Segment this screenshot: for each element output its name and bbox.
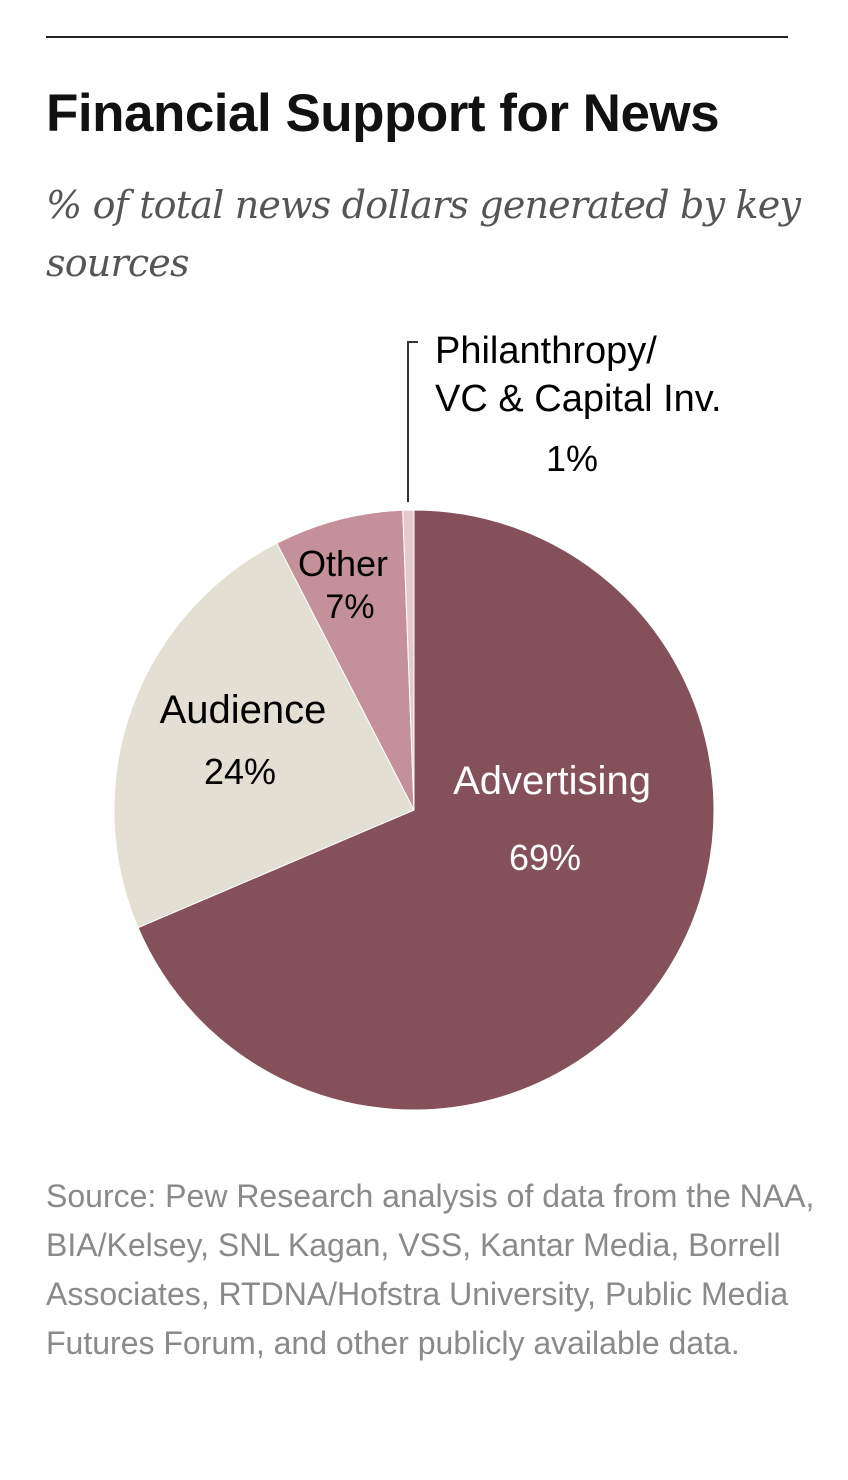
pie-slice-advertising: [137, 509, 715, 1111]
slice-label-advertising: Advertising: [453, 759, 651, 803]
callout-leader-line: [407, 341, 418, 502]
pie-slices: [113, 509, 715, 1111]
chart-title: Financial Support for News: [46, 84, 720, 143]
source-note: Source: Pew Research analysis of data fr…: [46, 1178, 815, 1361]
pie-slice-philanthropy: [402, 509, 415, 811]
slice-value-other: 7%: [325, 588, 374, 626]
slice-labels: Advertising 69% Audience 24% Other 7% Ph…: [160, 330, 722, 878]
pie-slice-other: [276, 509, 415, 811]
slice-label-philanthropy-line2: VC & Capital Inv.: [435, 378, 722, 420]
pie-slice-audience: [113, 542, 415, 929]
chart-subtitle: % of total news dollars generated by key…: [46, 183, 801, 285]
pie-chart: Advertising 69% Audience 24% Other 7% Ph…: [113, 330, 722, 1111]
slice-value-advertising: 69%: [509, 837, 581, 878]
top-rule: [46, 36, 788, 38]
slice-label-philanthropy-line1: Philanthropy/: [435, 330, 657, 372]
slice-value-philanthropy: 1%: [546, 438, 598, 479]
slice-label-other: Other: [298, 543, 388, 584]
slice-label-audience: Audience: [160, 688, 327, 732]
slice-value-audience: 24%: [204, 751, 276, 792]
